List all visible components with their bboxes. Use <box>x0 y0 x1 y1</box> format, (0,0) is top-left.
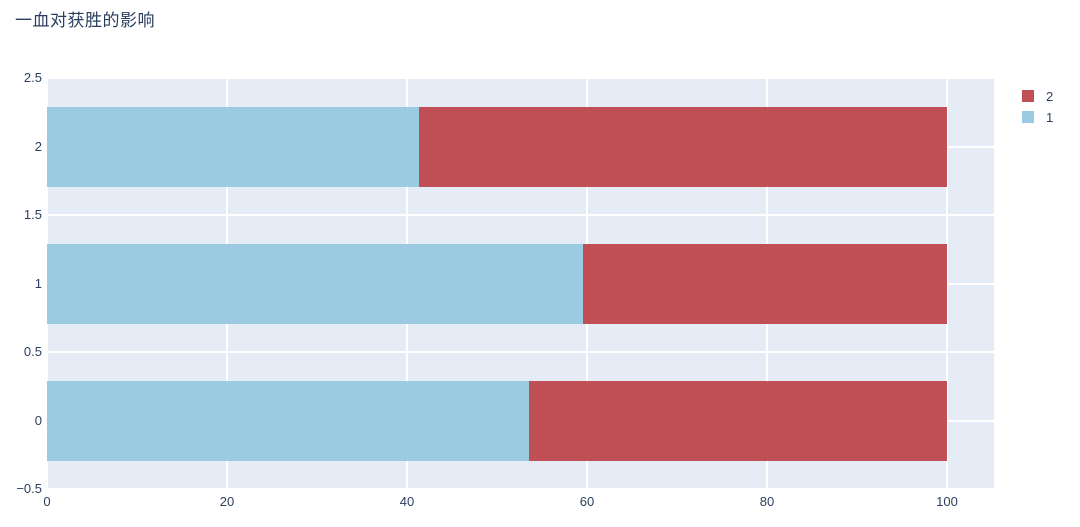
y-tick-label-1: 1 <box>34 275 42 291</box>
x-tick-label-0: 0 <box>43 494 51 509</box>
gridline-y-2.5 <box>47 77 994 79</box>
x-tick-label-100: 100 <box>936 494 958 509</box>
gridline-y-1.5 <box>47 214 994 216</box>
y-tick-label-0.5: 0.5 <box>23 344 42 359</box>
plot-area[interactable] <box>46 77 994 490</box>
bar-segment-series-1-y0[interactable] <box>47 380 530 461</box>
x-tick-label-20: 20 <box>219 494 235 509</box>
bar-segment-series-1-y2[interactable] <box>47 106 419 187</box>
gridline-x-100 <box>946 78 948 489</box>
legend-swatch-icon <box>1022 111 1034 123</box>
bar-segment-series-2-y2[interactable] <box>418 106 947 187</box>
y-tick-label-0: 0 <box>34 412 42 428</box>
bar-segment-series-1-y1[interactable] <box>47 243 583 324</box>
chart-title: 一血对获胜的影响 <box>15 11 155 30</box>
y-tick-label-2: 2 <box>34 138 42 154</box>
legend-item-label: 2 <box>1046 88 1054 104</box>
legend-swatch-icon <box>1022 90 1034 102</box>
x-tick-label-60: 60 <box>579 494 595 509</box>
y-tick-label-2.5: 2.5 <box>23 70 42 85</box>
legend-item-2[interactable]: 2 <box>1022 88 1054 104</box>
bar-segment-series-2-y1[interactable] <box>582 243 947 324</box>
gridline-y-0.5 <box>47 351 994 353</box>
legend-item-1[interactable]: 1 <box>1022 109 1054 125</box>
x-tick-label-80: 80 <box>759 494 775 509</box>
bar-segment-series-2-y0[interactable] <box>529 380 947 461</box>
legend-item-label: 1 <box>1046 109 1054 125</box>
y-tick-label--0.5: −0.5 <box>16 481 42 496</box>
x-tick-label-40: 40 <box>399 494 415 509</box>
y-tick-label-1.5: 1.5 <box>23 207 42 222</box>
gridline-y--0.5 <box>47 488 994 490</box>
